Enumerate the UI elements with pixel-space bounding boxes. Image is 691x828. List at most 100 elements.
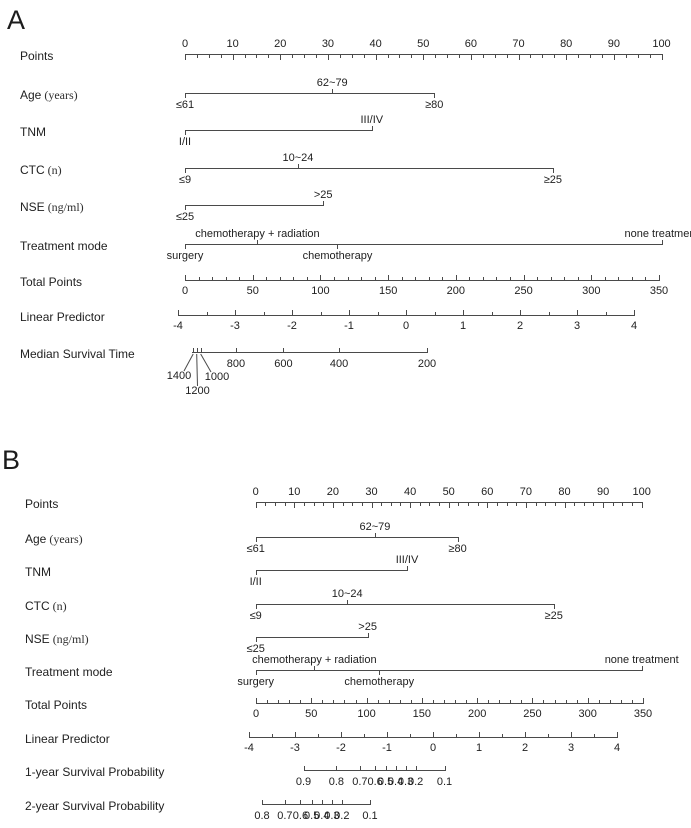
panel-b-points-axis-line: [255, 502, 643, 503]
tick: [433, 732, 434, 737]
tick: [574, 503, 576, 506]
tick: [564, 276, 566, 280]
tick: [457, 537, 459, 542]
tick: [506, 503, 508, 506]
tick-label: 40: [403, 486, 417, 498]
level-label: ≤25: [246, 643, 265, 655]
tick-label: 90: [607, 38, 620, 50]
tick: [661, 55, 663, 60]
tick-label: 70: [519, 486, 533, 498]
panel-b-row-label-points: Points: [25, 497, 59, 511]
tick: [332, 88, 334, 93]
tick-label: -1: [344, 320, 354, 332]
tick: [634, 310, 635, 315]
tick: [455, 274, 457, 280]
tick: [255, 571, 257, 575]
tick: [371, 126, 373, 130]
tick: [494, 55, 496, 58]
tick: [388, 700, 390, 703]
tick: [200, 348, 202, 352]
tick: [643, 698, 644, 703]
tick: [337, 245, 339, 249]
panel-a-total_points-axis-line: [185, 279, 660, 281]
level-label: ≥80: [425, 98, 444, 111]
tick: [303, 503, 305, 506]
tick-label: 80: [560, 38, 573, 50]
tick: [318, 734, 319, 737]
tick: [235, 310, 236, 315]
tick: [262, 799, 263, 804]
level-label: surgery: [237, 676, 275, 688]
tick-label: 0.6: [292, 809, 309, 822]
tick: [387, 732, 388, 737]
tick-label: 90: [596, 486, 610, 498]
tick: [320, 274, 322, 280]
tick: [333, 276, 335, 280]
level-label: III/IV: [360, 114, 384, 126]
tick: [410, 700, 412, 703]
tick: [605, 312, 607, 315]
tick-label: 100: [652, 38, 671, 50]
tick: [364, 734, 365, 737]
panel-a-row-label-nse: NSE (ng/ml): [20, 199, 84, 214]
tick: [545, 503, 547, 506]
tick: [466, 700, 468, 703]
panel-b-nse-axis-line: [255, 637, 369, 638]
tick-label: 20: [274, 38, 287, 50]
tick: [620, 700, 622, 703]
tick: [442, 276, 444, 280]
tick: [477, 698, 479, 703]
tick: [267, 700, 269, 703]
tick-label: 0.6: [367, 776, 383, 788]
tick: [499, 700, 501, 703]
tick-label: 2: [516, 320, 524, 332]
tick: [366, 698, 368, 703]
tick: [374, 532, 376, 537]
tick: [322, 700, 324, 703]
tick: [637, 55, 639, 58]
tick: [185, 245, 186, 249]
tick: [283, 348, 285, 352]
tick-label: -2: [336, 742, 346, 754]
tick: [323, 200, 325, 205]
tick: [482, 55, 484, 58]
tick: [613, 55, 615, 60]
panel-a-linear_predictor-axis-line: [178, 315, 635, 316]
tick: [311, 799, 313, 804]
tick: [336, 766, 338, 770]
tick-label: -3: [230, 320, 240, 332]
tick: [300, 799, 302, 804]
tick: [263, 312, 265, 315]
level-label: ≤9: [178, 173, 192, 186]
tick: [351, 55, 353, 58]
tick: [208, 55, 210, 58]
panel-b-linear_predictor-axis-line: [249, 737, 618, 738]
tick-label: 0.7: [352, 776, 368, 788]
panel-b-treatment-axis-line: [255, 670, 643, 671]
tick: [458, 55, 460, 58]
tick: [411, 55, 413, 58]
tick: [399, 700, 401, 703]
tick: [347, 599, 349, 604]
panel-b-tnm-axis-line: [255, 570, 408, 571]
tick: [280, 55, 282, 60]
tick: [469, 276, 471, 280]
level-label: ≥25: [544, 609, 563, 622]
level-label: ≥25: [543, 173, 562, 186]
panel-a-row-label-total_points: Total Points: [20, 274, 83, 289]
tick-label: 0: [181, 284, 189, 297]
tick: [587, 698, 589, 703]
tick: [510, 276, 512, 280]
tick: [375, 766, 377, 770]
tick-label: 200: [467, 708, 487, 720]
level-label: ≤9: [249, 609, 262, 622]
tick-label: 0.2: [407, 776, 424, 788]
tick: [252, 274, 254, 280]
tick-label: 0.7: [277, 809, 293, 822]
tick-label: 50: [305, 708, 318, 720]
tick-label: 0.3: [397, 776, 414, 788]
level-label: none treatment: [604, 654, 679, 666]
tick: [265, 503, 267, 506]
tick: [548, 312, 550, 315]
tick: [339, 348, 341, 352]
